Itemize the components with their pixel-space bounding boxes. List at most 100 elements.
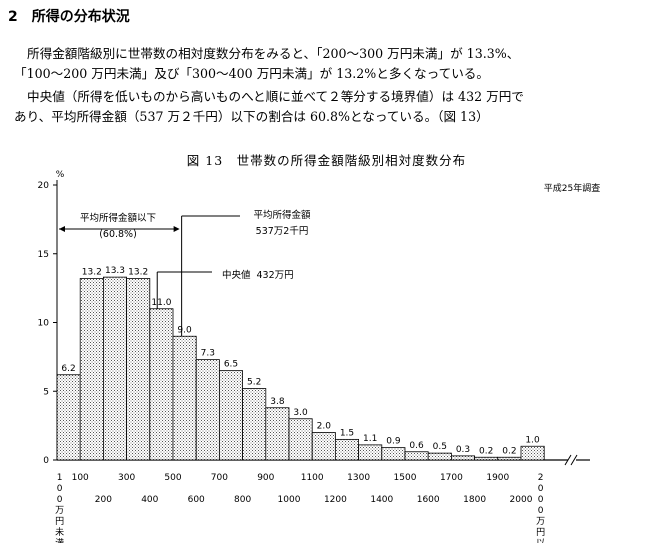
y-tick-label: 15 (38, 250, 49, 260)
svg-text:万: 万 (55, 506, 64, 516)
mean-value: 537万2千円 (256, 226, 309, 237)
x-tick-label: 500 (164, 473, 181, 483)
svg-text:0: 0 (538, 484, 544, 494)
bar-value-label: 6.5 (224, 360, 238, 370)
x-tick-label: 1200 (324, 495, 347, 505)
bar-value-label: 0.9 (386, 437, 401, 447)
x-tick-label-first: 100万円未満 (55, 473, 64, 543)
median-label: 中央値 432万円 (222, 269, 294, 281)
svg-text:円: 円 (536, 527, 545, 538)
bar-value-label: 5.2 (247, 378, 261, 388)
svg-text:万: 万 (536, 517, 545, 527)
x-tick-label: 600 (188, 495, 205, 505)
bar (311, 432, 336, 461)
paragraph-1-line-1: 所得金額階級別に世帯数の相対度数分布をみると、「200～300 万円未満」が 1… (27, 46, 520, 61)
bar-value-label: 1.5 (340, 428, 354, 438)
y-tick-label: 10 (38, 319, 50, 329)
x-tick-label-last: 2000万円以上 (536, 473, 545, 543)
svg-text:未: 未 (55, 526, 64, 538)
paragraph-2-line-1: 中央値（所得を低いものから高いものへと順に並べて２等分する境界値）は 432 万… (27, 89, 524, 104)
x-tick-label: 1400 (370, 495, 393, 505)
x-tick-label: 300 (118, 473, 135, 483)
bar-value-label: 0.2 (502, 446, 516, 456)
bar-value-label: 0.2 (479, 446, 493, 456)
bar (358, 444, 383, 461)
svg-text:円: 円 (55, 516, 64, 527)
bar-value-label: 9.0 (177, 325, 192, 335)
x-tick-label: 1700 (440, 473, 463, 483)
x-tick-label: 1600 (417, 495, 440, 505)
svg-text:0: 0 (57, 484, 63, 494)
bar-value-label: 2.0 (317, 422, 332, 432)
x-tick-label: 1500 (394, 473, 417, 483)
bar (381, 447, 406, 461)
bar-value-label: 6.2 (61, 364, 75, 374)
svg-text:2: 2 (538, 473, 544, 483)
bar-value-label: 0.6 (409, 441, 424, 451)
x-tick-label: 1900 (486, 473, 509, 483)
paragraph-1-line-2: 「100～200 万円未満」及び「300～400 万円未満」が 13.2%と多く… (14, 66, 489, 81)
below-mean-arrowhead-right (173, 226, 180, 232)
section-heading: 2 所得の分布状況 (8, 6, 130, 26)
section-number: 2 (8, 9, 18, 25)
x-tick-label: 200 (95, 495, 112, 505)
x-tick-label: 1800 (463, 495, 486, 505)
bar (497, 456, 522, 461)
bar (474, 456, 499, 461)
bar-value-label: 13.3 (105, 266, 125, 276)
bar (103, 276, 128, 461)
x-tick-label: 700 (211, 473, 228, 483)
survey-note: 平成25年調査 (544, 182, 600, 194)
svg-text:以: 以 (536, 539, 545, 543)
section-title: 所得の分布状況 (31, 9, 130, 25)
x-tick-label: 1100 (301, 473, 324, 483)
bar-value-label: 0.3 (456, 445, 470, 455)
bar (172, 335, 197, 461)
x-tick-label: 900 (257, 473, 274, 483)
bar-value-label: 11.0 (151, 298, 171, 308)
x-tick-label: 100 (72, 473, 89, 483)
bar (195, 359, 220, 461)
bar-value-label: 0.5 (433, 442, 447, 452)
x-tick-label: 2000 (510, 495, 533, 505)
bar (218, 370, 243, 461)
svg-text:0: 0 (57, 495, 63, 505)
figure-title: 図 13 世帯数の所得金額階級別相対度数分布 (186, 153, 467, 168)
svg-text:満: 満 (55, 538, 64, 543)
bar (79, 278, 104, 461)
bar-value-label: 3.0 (293, 408, 308, 418)
bar-value-label: 7.3 (201, 349, 215, 359)
bar-value-label: 13.2 (82, 268, 102, 278)
bar (288, 418, 313, 461)
y-unit-label: % (56, 170, 65, 180)
bar (427, 452, 452, 461)
bar-value-label: 1.0 (525, 435, 540, 445)
below-mean-label: 平均所得金額以下 (80, 212, 156, 224)
x-tick-label: 1000 (278, 495, 301, 505)
bar (56, 374, 81, 461)
mean-label: 平均所得金額 (253, 209, 311, 221)
y-tick-label: 0 (43, 456, 49, 466)
bar (404, 451, 429, 461)
bar-value-label: 3.8 (270, 397, 285, 407)
paragraph-2-line-2: あり、平均所得金額（537 万２千円）以下の割合は 60.8%となっている。（図… (14, 109, 489, 124)
paragraph-2: 中央値（所得を低いものから高いものへと順に並べて２等分する境界値）は 432 万… (14, 87, 524, 127)
bar (149, 308, 174, 461)
x-tick-label: 800 (234, 495, 251, 505)
below-mean-value: (60.8%) (99, 229, 137, 240)
bar (242, 388, 267, 461)
x-tick-label: 400 (141, 495, 158, 505)
svg-text:0: 0 (538, 506, 544, 516)
bar (520, 445, 545, 461)
axis-break-mark (564, 454, 578, 466)
svg-text:0: 0 (538, 495, 544, 505)
bar (334, 438, 359, 461)
bar (450, 455, 475, 461)
y-tick-label: 5 (43, 387, 49, 397)
y-tick-label: 20 (38, 181, 50, 191)
bar-value-label: 1.1 (363, 434, 377, 444)
bar-value-label: 13.2 (128, 268, 148, 278)
paragraph-1: 所得金額階級別に世帯数の相対度数分布をみると、「200～300 万円未満」が 1… (14, 44, 519, 84)
bar (265, 407, 290, 461)
